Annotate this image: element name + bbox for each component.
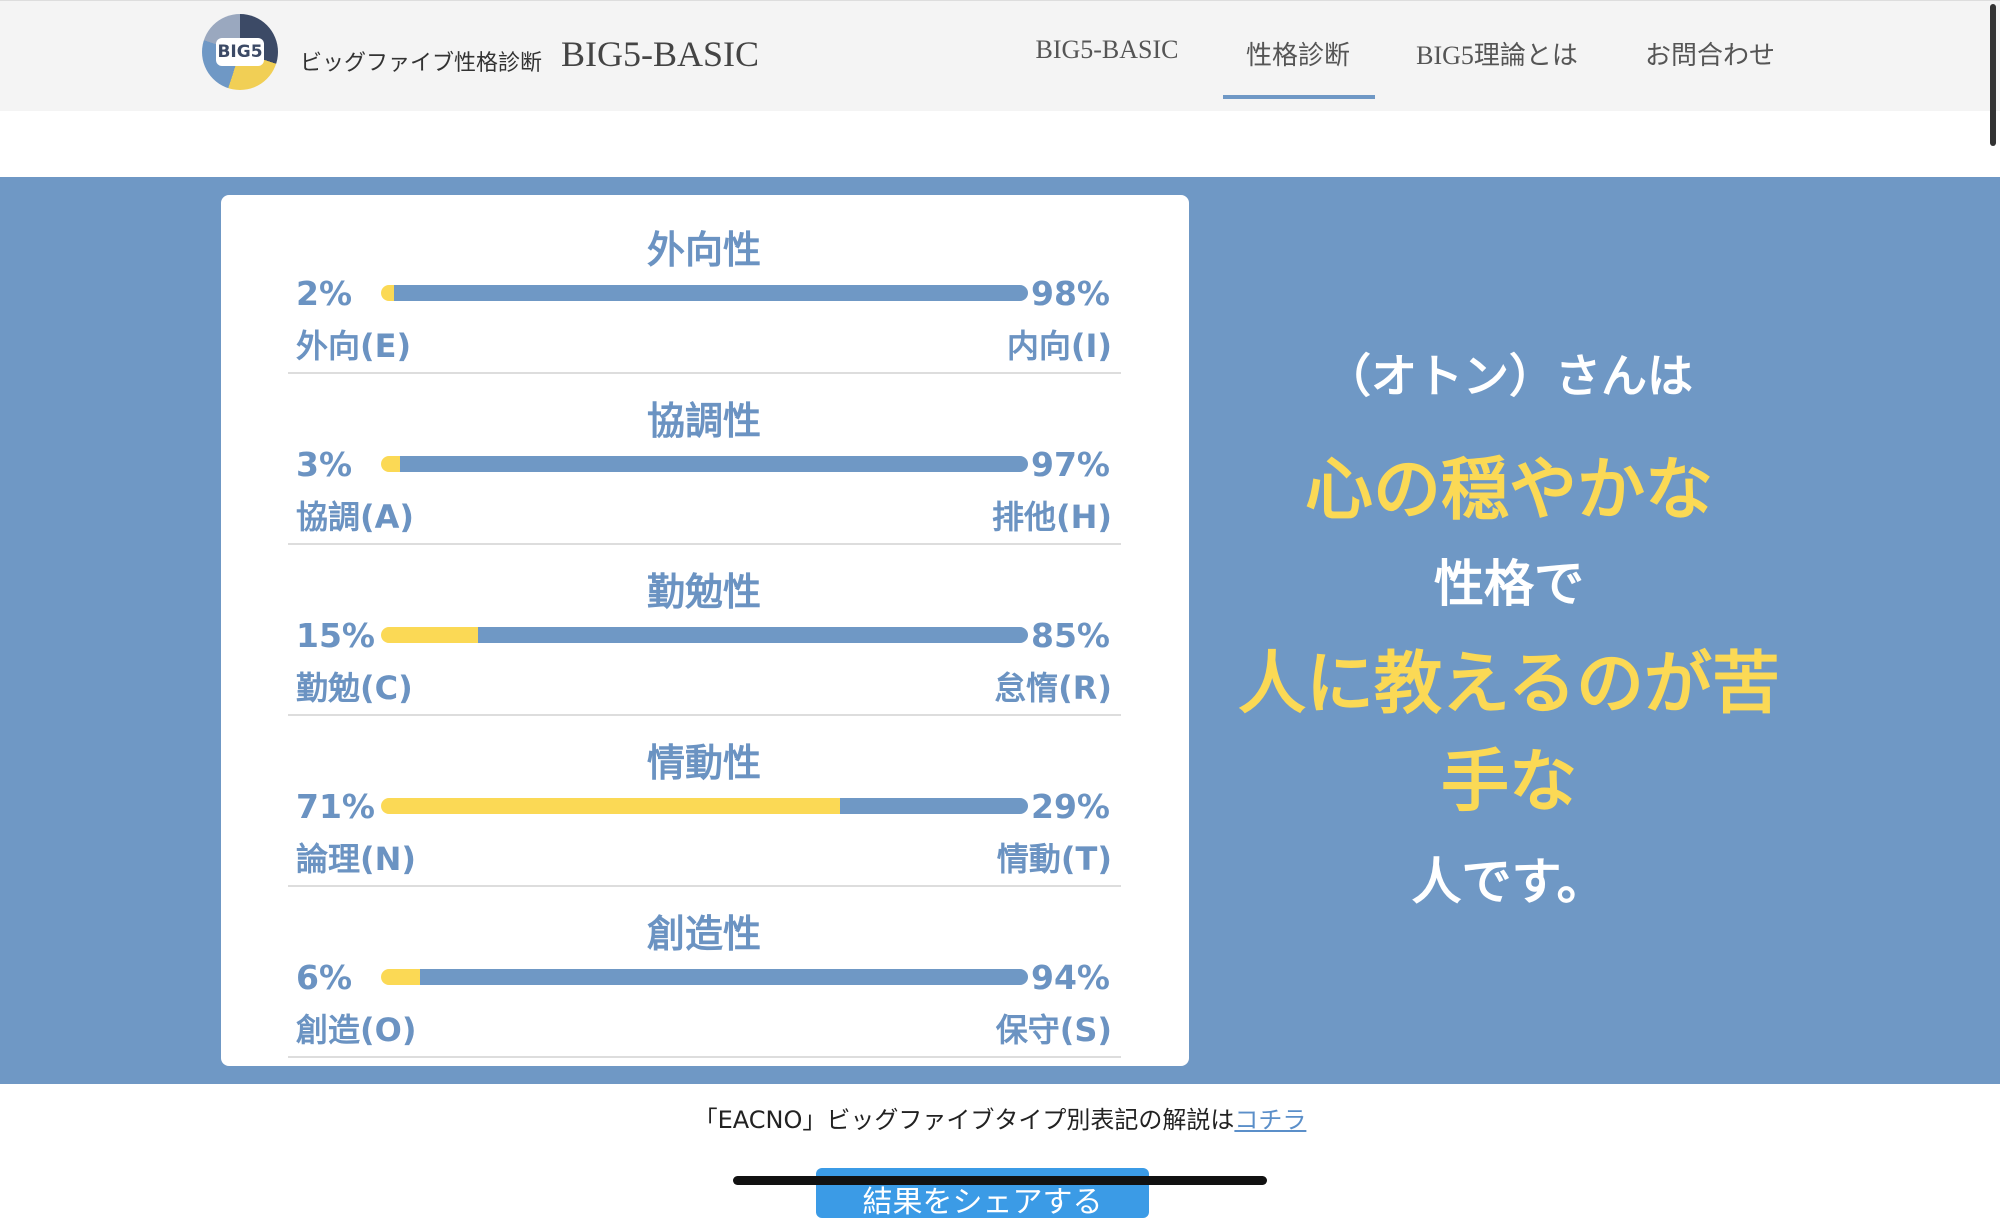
scrollbar (1990, 4, 1996, 146)
bar-right (478, 627, 1028, 643)
right-percent: 85% (1031, 616, 1110, 655)
separator (288, 885, 1121, 887)
separator (288, 1056, 1121, 1058)
trait-title: 協調性 (646, 399, 761, 443)
site-name: ビッグファイブ性格診断 (300, 51, 543, 76)
separator (288, 714, 1121, 716)
right-name: 情動(T) (996, 840, 1112, 878)
left-name: 論理(N) (296, 840, 417, 878)
footer-note: 「EACNO」ビッグファイブタイプ別表記の解説はコチラ (0, 1100, 2000, 1135)
bar-left (381, 798, 841, 814)
trait-title: 勤勉性 (646, 570, 761, 614)
nav-item[interactable]: BIG5-BASIC (1035, 35, 1179, 64)
left-percent: 6% (296, 958, 353, 997)
nav-item[interactable]: 性格診断 (1245, 41, 1351, 70)
right-percent: 29% (1031, 787, 1110, 826)
separator (288, 372, 1121, 374)
left-percent: 2% (296, 274, 353, 313)
left-percent: 71% (296, 787, 375, 826)
logo[interactable]: BIG5 (202, 14, 278, 90)
bar-left (381, 285, 394, 301)
trait-title: 外向性 (646, 228, 761, 272)
bar-right (400, 456, 1028, 472)
bar-right (393, 285, 1028, 301)
note-text: 「EACNO」ビッグファイブタイプ別表記の解説は (693, 1106, 1235, 1134)
bar-left (381, 969, 420, 985)
separator (288, 543, 1121, 545)
header: BIG5 ビッグファイブ性格診断 BIG5-BASIC BIG5-BASIC 性… (0, 0, 2000, 111)
bar-left (381, 456, 401, 472)
result-highlight: 心の穏やかな (1304, 450, 1713, 530)
bar-right (840, 798, 1028, 814)
right-percent: 98% (1031, 274, 1110, 313)
left-name: 創造(O) (296, 1011, 417, 1049)
left-percent: 15% (296, 616, 375, 655)
brand[interactable]: BIG5-BASIC (561, 34, 760, 74)
result-line: （オトン）さんは (1325, 349, 1693, 403)
right-name: 怠惰(R) (994, 669, 1112, 707)
nav-active-underline (1223, 95, 1375, 99)
result-line: 人です。 (1411, 852, 1607, 911)
left-name: 勤勉(C) (296, 669, 413, 707)
right-name: 排他(H) (991, 498, 1112, 536)
trait-title: 情動性 (646, 741, 761, 785)
nav-item[interactable]: お問合わせ (1644, 41, 1776, 70)
right-name: 保守(S) (995, 1011, 1112, 1049)
bar-right (419, 969, 1028, 985)
right-percent: 97% (1031, 445, 1110, 484)
right-percent: 94% (1031, 958, 1110, 997)
trait-title: 創造性 (646, 912, 761, 956)
nav-item[interactable]: BIG5理論とは (1416, 41, 1578, 70)
logo-text: BIG5 (216, 38, 264, 66)
bar-left (381, 627, 479, 643)
left-name: 協調(A) (296, 498, 415, 536)
home-indicator (733, 1176, 1267, 1185)
left-percent: 3% (296, 445, 353, 484)
left-name: 外向(E) (296, 327, 412, 365)
result-highlight: 人に教えるのが苦手な (1238, 644, 1780, 822)
result-line: 性格で (1434, 554, 1584, 613)
link[interactable]: コチラ (1234, 1106, 1307, 1134)
right-name: 内向(I) (1006, 327, 1112, 365)
